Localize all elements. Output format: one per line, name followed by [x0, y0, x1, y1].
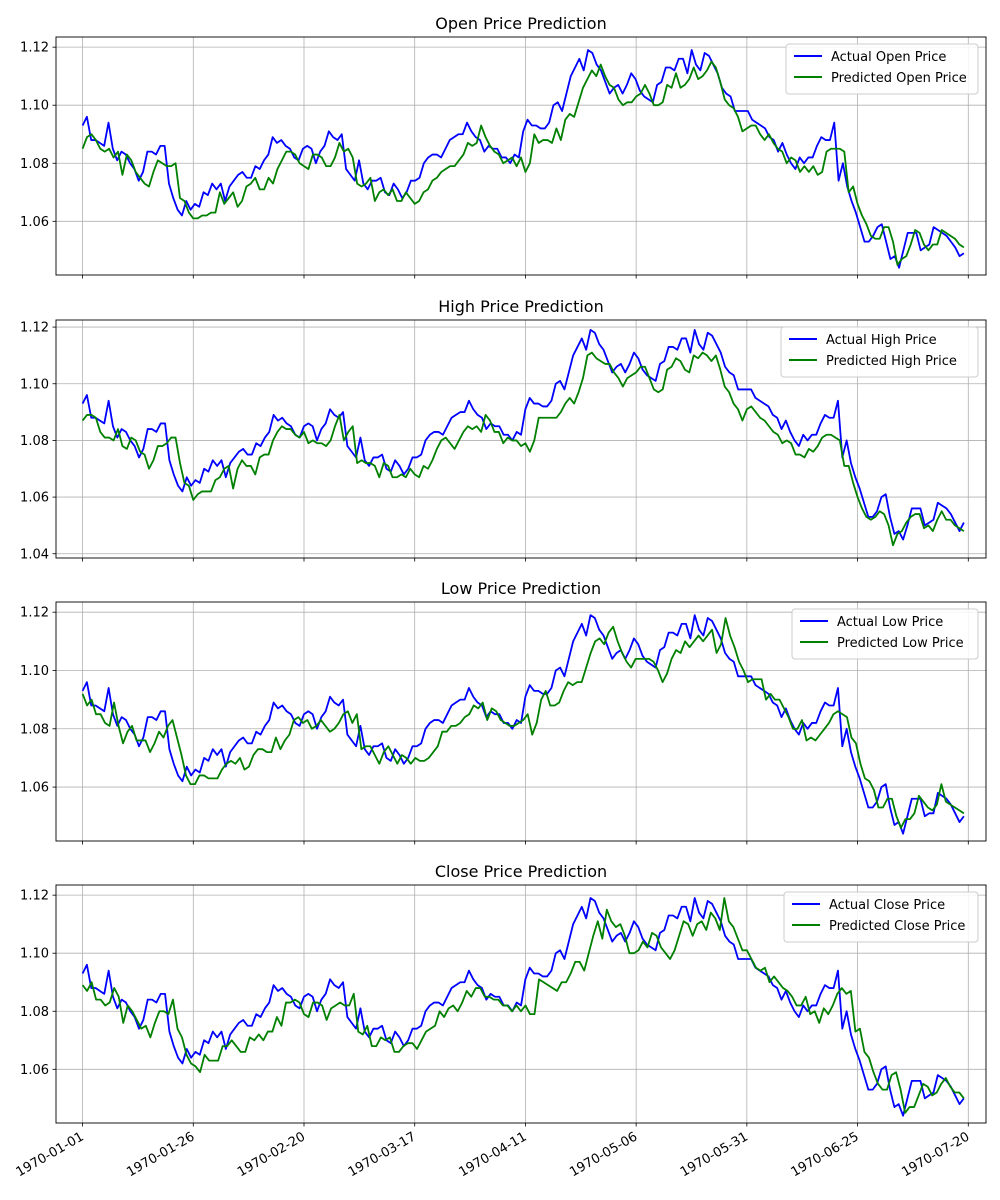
legend: Actual High Price Predicted High Price [780, 326, 979, 378]
y-tick-label: 1.04 [20, 547, 49, 562]
y-tick-label: 1.06 [20, 781, 49, 796]
y-tick-label: 1.08 [20, 434, 49, 449]
series-line-actual [81, 897, 965, 1117]
chart-title: Open Price Prediction [435, 14, 606, 33]
legend-box [780, 326, 979, 378]
y-tick-label: 1.12 [20, 41, 49, 56]
x-tick-label: 1970-06-25 [789, 1129, 862, 1180]
legend-box [785, 43, 979, 95]
legend-label: Actual Close Price [829, 898, 945, 913]
plot-frame [55, 319, 987, 559]
series-line-actual [81, 49, 965, 269]
y-tick-label: 1.08 [20, 1005, 49, 1020]
y-tick-label: 1.12 [20, 606, 49, 621]
plot-frame [55, 884, 987, 1124]
x-tick-label: 1970-01-26 [124, 1129, 197, 1180]
series-line-actual [81, 614, 965, 835]
panel-1: 1.06 1.08 1.10 1.12 Open Price Prediction Act… [20, 14, 987, 279]
legend-label: Predicted Low Price [837, 636, 964, 651]
y-tick-label: 1.06 [20, 491, 49, 506]
legend-label: Actual Open Price [831, 50, 946, 65]
y-tick-label: 1.12 [20, 889, 49, 904]
series-line-predicted [81, 351, 965, 547]
series-line-predicted [81, 60, 965, 266]
x-tick-label: 1970-04-11 [456, 1129, 529, 1180]
series-line-predicted [81, 617, 965, 829]
x-tick-label: 1970-07-20 [899, 1129, 972, 1180]
chart-title: Low Price Prediction [441, 579, 601, 598]
y-tick-label: 1.08 [20, 157, 49, 172]
legend: Actual Close Price Predicted Close Price [783, 891, 979, 943]
legend-label: Actual High Price [826, 333, 937, 348]
legend-label: Predicted Close Price [829, 919, 965, 934]
legend-label: Predicted Open Price [831, 71, 967, 86]
y-tick-label: 1.06 [20, 215, 49, 230]
y-tick-label: 1.12 [20, 321, 49, 336]
x-tick-label: 1970-05-31 [678, 1129, 751, 1180]
series-line-predicted [81, 897, 965, 1114]
chart-title: Close Price Prediction [435, 862, 607, 881]
y-tick-label: 1.10 [20, 947, 49, 962]
x-tick-label: 1970-02-20 [235, 1129, 308, 1180]
x-tick-label: 1970-01-01 [14, 1129, 87, 1180]
legend: Actual Low Price Predicted Low Price [791, 608, 979, 660]
y-tick-label: 1.10 [20, 664, 49, 679]
y-tick-label: 1.10 [20, 377, 49, 392]
x-tick-label: 1970-05-06 [567, 1129, 640, 1180]
chart-title: High Price Prediction [438, 297, 603, 316]
y-tick-label: 1.08 [20, 722, 49, 737]
legend-label: Actual Low Price [837, 615, 943, 630]
panel-3: 1.06 1.08 1.10 1.12 Low Price Prediction Actu… [20, 579, 987, 845]
y-tick-label: 1.06 [20, 1063, 49, 1078]
legend-label: Predicted High Price [826, 354, 957, 369]
plot-frame [55, 601, 987, 842]
panel-2: 1.04 1.06 1.08 1.10 1.12 High Price Predictio… [20, 297, 987, 562]
y-tick-label: 1.10 [20, 99, 49, 114]
x-tick-label: 1970-03-17 [346, 1129, 419, 1180]
legend: Actual Open Price Predicted Open Price [785, 43, 979, 95]
legend-box [791, 608, 979, 660]
plot-frame [55, 36, 987, 276]
legend-box [783, 891, 979, 943]
panel-4: 1970-01-01 1970-01-26 1970-02-20 1970-03-17… [14, 862, 987, 1180]
